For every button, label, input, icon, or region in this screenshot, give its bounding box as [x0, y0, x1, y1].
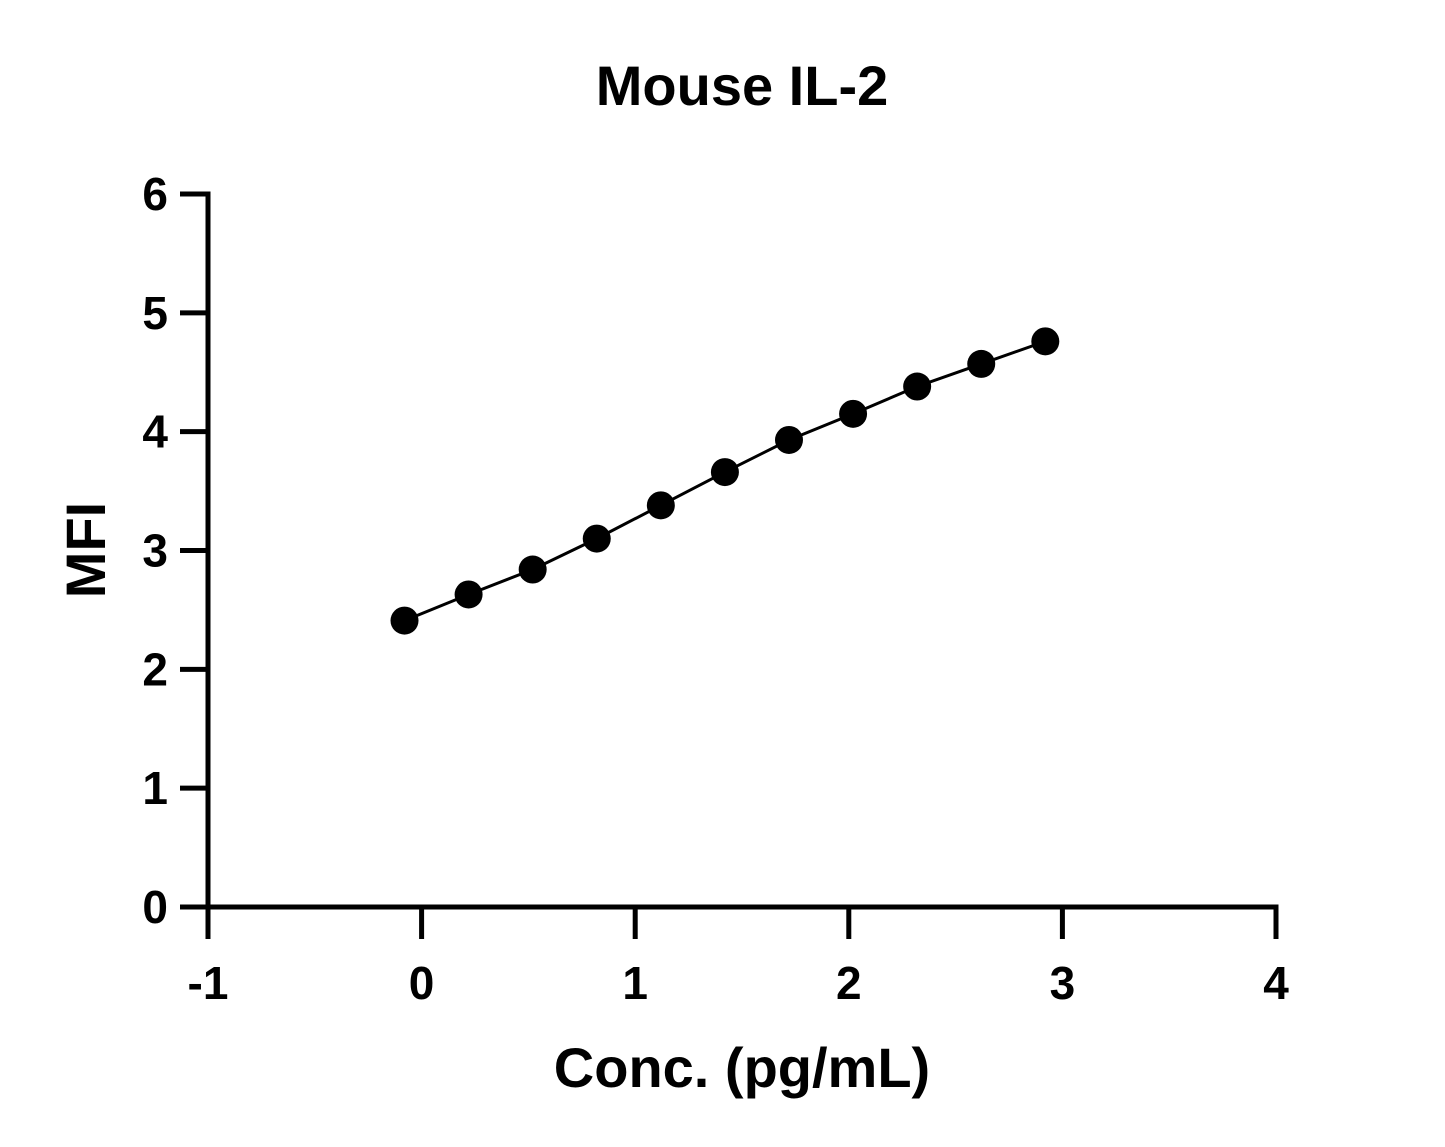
data-point-4: [646, 491, 675, 520]
data-point-8: [903, 372, 932, 401]
y-tick-label-2: 2: [142, 643, 168, 695]
x-tick-label-2: 1: [622, 957, 648, 1009]
data-point-2: [518, 555, 547, 584]
x-tick-label-4: 3: [1050, 957, 1076, 1009]
y-tick-label-5: 5: [142, 287, 168, 339]
y-axis-label: MFI: [54, 502, 117, 598]
x-tick-label-3: 2: [836, 957, 862, 1009]
y-tick-label-3: 3: [142, 525, 168, 577]
data-point-3: [582, 524, 611, 553]
y-tick-label-1: 1: [142, 762, 168, 814]
series-layer: [390, 327, 1060, 635]
data-point-6: [774, 425, 803, 454]
data-point-0: [390, 606, 419, 635]
x-tick-label-0: -1: [188, 957, 229, 1009]
x-tick-label-5: 4: [1263, 957, 1289, 1009]
x-axis-label: Conc. (pg/mL): [554, 1036, 930, 1099]
data-point-10: [1031, 327, 1060, 356]
x-tick-label-1: 0: [409, 957, 435, 1009]
data-point-7: [839, 399, 868, 428]
y-tick-label-4: 4: [142, 406, 168, 458]
x-ticks: -1 0 1 2 3 4: [188, 907, 1289, 1009]
chart-title: Mouse IL-2: [596, 54, 888, 117]
data-point-9: [967, 349, 996, 378]
y-tick-label-0: 0: [142, 881, 168, 933]
data-point-1: [454, 580, 483, 609]
y-ticks: 0 1 2 3 4 5 6: [142, 168, 208, 933]
y-tick-label-6: 6: [142, 168, 168, 220]
data-point-5: [710, 458, 739, 487]
